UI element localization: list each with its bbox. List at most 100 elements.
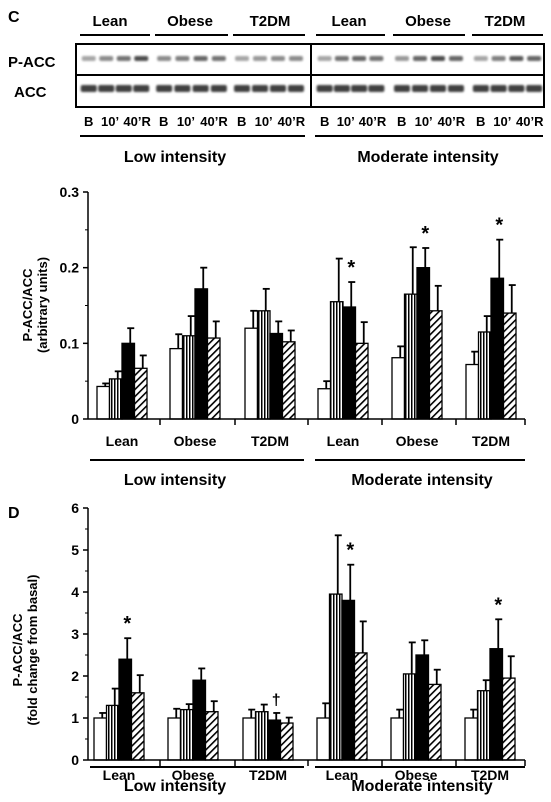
blot-lane-label: 40’R	[359, 114, 387, 129]
bar	[281, 341, 296, 420]
x-group-label: Lean	[326, 767, 359, 783]
y-tick-label: 0	[71, 752, 79, 768]
blot-band-p-acc	[211, 56, 226, 61]
panel-letter-c: C	[8, 9, 20, 26]
bar	[328, 593, 343, 761]
bar	[130, 692, 145, 761]
blot-intensity-label-low: Low intensity	[124, 149, 226, 166]
x-group-label: T2DM	[249, 767, 287, 783]
x-group-label: T2DM	[471, 767, 509, 783]
western-blot-panel: C Lean Obese T2DM Lean Obese T2DM P-ACC ACC B…	[8, 9, 545, 166]
blot-band-p-acc	[317, 56, 332, 61]
bar	[93, 717, 108, 761]
blot-lane-label: 40’R	[200, 114, 228, 129]
blot-band-p-acc	[193, 56, 208, 61]
blot-lane-label: 10’	[337, 114, 355, 129]
blot-lane-label: 40’R	[516, 114, 544, 129]
y-tick-label: 0.1	[60, 335, 80, 351]
y-tick-label: 6	[71, 500, 79, 516]
intensity-label-low: Low intensity	[124, 778, 226, 795]
blot-band-p-acc	[352, 56, 367, 61]
blot-band-acc	[394, 85, 410, 92]
blot-band-p-acc	[395, 56, 409, 61]
blot-band-acc	[80, 85, 97, 92]
blot-band-acc	[174, 85, 191, 92]
bar	[242, 717, 257, 761]
bar	[416, 267, 431, 420]
bar	[329, 301, 344, 420]
blot-row-label-acc: ACC	[14, 84, 47, 101]
blot-band-p-acc	[99, 56, 114, 61]
blot-lane-label: 40’R	[123, 114, 151, 129]
bar	[477, 331, 492, 420]
blot-group-label: T2DM	[250, 13, 291, 30]
blot-band-p-acc	[175, 56, 190, 61]
blot-band-p-acc	[289, 56, 303, 61]
bar	[415, 654, 430, 761]
blot-band-p-acc	[271, 56, 285, 61]
y-tick-label: 2	[71, 668, 79, 684]
blot-band-acc	[412, 85, 428, 92]
blot-band-acc	[430, 85, 446, 92]
blot-lane-label: 10’	[415, 114, 433, 129]
bar	[244, 327, 259, 420]
bar	[256, 310, 271, 420]
blot-lane-label: B	[476, 114, 485, 129]
x-group-label: T2DM	[251, 433, 289, 449]
blot-band-p-acc	[491, 56, 506, 61]
blot-lane-label: B	[397, 114, 406, 129]
bar	[490, 277, 505, 420]
bar	[428, 310, 443, 420]
bar	[489, 648, 504, 761]
bar	[133, 367, 148, 420]
blot-band-p-acc	[509, 56, 524, 61]
blot-band-acc	[252, 85, 268, 92]
blot-band-p-acc	[235, 56, 249, 61]
blot-band-p-acc	[527, 56, 542, 61]
blot-row-label-p-acc: P-ACC	[8, 54, 56, 71]
blot-band-acc	[333, 85, 350, 92]
significance-marker: *	[421, 223, 429, 245]
bar	[167, 717, 182, 761]
y-tick-label: 3	[71, 626, 79, 642]
blot-band-p-acc	[473, 56, 488, 61]
y-axis-label-line1: P-ACC/ACC	[10, 613, 25, 687]
y-tick-label: 0.2	[60, 260, 80, 276]
y-tick-label: 1	[71, 710, 79, 726]
significance-marker: *	[123, 613, 131, 635]
blot-lane-label: 40’R	[438, 114, 466, 129]
significance-marker: *	[494, 594, 502, 616]
y-tick-label: 4	[71, 584, 79, 600]
bar	[169, 347, 184, 420]
x-group-label: Lean	[106, 433, 139, 449]
blot-group-label: T2DM	[485, 13, 526, 30]
panel-letter-d: D	[8, 505, 20, 522]
significance-marker: *	[347, 257, 355, 279]
bar	[353, 652, 368, 761]
bar	[254, 711, 269, 761]
blot-band-acc	[133, 85, 150, 92]
bar	[402, 673, 417, 761]
blot-band-acc	[288, 85, 304, 92]
blot-band-p-acc	[449, 56, 463, 61]
bar	[464, 717, 479, 761]
blot-band-acc	[98, 85, 115, 92]
bar	[403, 293, 418, 420]
blot-band-acc	[192, 85, 209, 92]
y-axis-label-line2: (arbitrary units)	[35, 257, 50, 353]
bar	[465, 363, 480, 420]
blot-lane-label: 10’	[493, 114, 511, 129]
y-tick-label: 0.3	[60, 184, 80, 200]
y-tick-label: 5	[71, 542, 79, 558]
chart-d: D P-ACC/ACC (fold change from basal) 0 1 2…	[8, 500, 526, 795]
blot-band-acc	[448, 85, 464, 92]
blot-band-acc	[210, 85, 227, 92]
blot-group-labels: Lean Obese T2DM Lean Obese T2DM	[80, 13, 543, 36]
blot-bands	[80, 56, 543, 92]
blot-band-p-acc	[413, 56, 427, 61]
blot-band-p-acc	[334, 56, 349, 61]
bar	[501, 677, 516, 761]
intensity-label-low: Low intensity	[124, 472, 226, 489]
significance-marker: *	[346, 540, 354, 562]
